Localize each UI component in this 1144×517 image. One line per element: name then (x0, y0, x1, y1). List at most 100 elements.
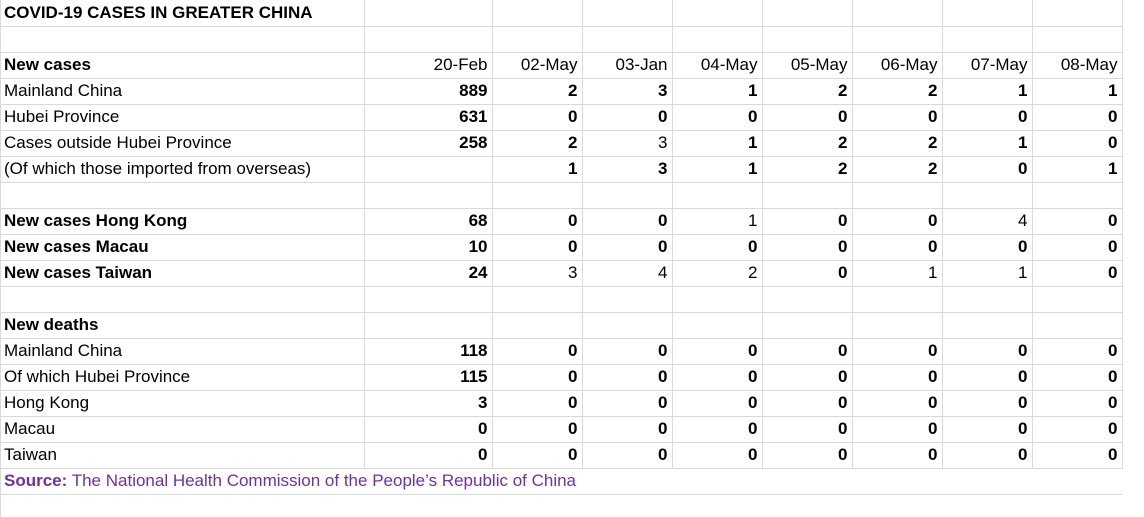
row-label[interactable]: Taiwan (0, 442, 365, 469)
empty-cell[interactable] (762, 182, 853, 209)
value-cell[interactable]: 0 (1032, 416, 1123, 443)
value-cell[interactable]: 3 (582, 156, 673, 183)
date-header[interactable]: 07-May (942, 52, 1033, 79)
value-cell[interactable]: 0 (762, 208, 853, 235)
value-cell[interactable]: 0 (582, 364, 673, 391)
value-cell[interactable]: 0 (942, 338, 1033, 365)
value-cell[interactable]: 2 (762, 78, 853, 105)
value-cell[interactable]: 1 (672, 130, 763, 157)
value-cell[interactable]: 0 (942, 234, 1033, 261)
empty-cell[interactable] (1032, 182, 1123, 209)
value-cell[interactable]: 258 (364, 130, 493, 157)
row-label[interactable]: Hong Kong (0, 390, 365, 417)
value-cell[interactable]: 0 (762, 416, 853, 443)
value-cell[interactable]: 0 (852, 104, 943, 131)
value-cell[interactable]: 0 (582, 208, 673, 235)
value-cell[interactable]: 0 (1032, 104, 1123, 131)
value-cell[interactable]: 0 (852, 442, 943, 469)
value-cell[interactable]: 0 (492, 416, 583, 443)
empty-cell[interactable] (762, 286, 853, 313)
value-cell[interactable]: 0 (852, 234, 943, 261)
value-cell[interactable]: 2 (492, 130, 583, 157)
empty-cell[interactable] (364, 312, 493, 339)
row-label[interactable]: Macau (0, 416, 365, 443)
value-cell[interactable]: 2 (852, 130, 943, 157)
date-header[interactable]: 03-Jan (582, 52, 673, 79)
empty-cell[interactable] (492, 182, 583, 209)
value-cell[interactable] (364, 156, 493, 183)
empty-cell[interactable] (582, 312, 673, 339)
value-cell[interactable]: 0 (1032, 234, 1123, 261)
value-cell[interactable]: 0 (672, 364, 763, 391)
row-label[interactable]: Of which Hubei Province (0, 364, 365, 391)
value-cell[interactable]: 0 (762, 338, 853, 365)
value-cell[interactable]: 0 (1032, 130, 1123, 157)
value-cell[interactable]: 0 (672, 416, 763, 443)
source-cell[interactable]: Source: The National Health Commission o… (0, 468, 1122, 495)
value-cell[interactable]: 1 (672, 208, 763, 235)
value-cell[interactable]: 0 (582, 442, 673, 469)
new-cases-heading[interactable]: New cases (0, 52, 365, 79)
row-label[interactable]: Cases outside Hubei Province (0, 130, 365, 157)
empty-cell[interactable] (492, 286, 583, 313)
value-cell[interactable]: 0 (672, 104, 763, 131)
row-label[interactable]: Hubei Province (0, 104, 365, 131)
value-cell[interactable]: 0 (762, 442, 853, 469)
value-cell[interactable]: 1 (492, 156, 583, 183)
value-cell[interactable]: 0 (1032, 364, 1123, 391)
value-cell[interactable]: 3 (492, 260, 583, 287)
value-cell[interactable]: 0 (852, 338, 943, 365)
value-cell[interactable]: 0 (364, 442, 493, 469)
value-cell[interactable]: 118 (364, 338, 493, 365)
sheet-title[interactable]: COVID-19 CASES IN GREATER CHINA (0, 0, 365, 27)
value-cell[interactable]: 0 (672, 442, 763, 469)
value-cell[interactable]: 2 (492, 78, 583, 105)
value-cell[interactable]: 0 (942, 104, 1033, 131)
value-cell[interactable]: 0 (582, 338, 673, 365)
value-cell[interactable]: 1 (672, 156, 763, 183)
value-cell[interactable]: 0 (492, 364, 583, 391)
value-cell[interactable]: 0 (942, 416, 1033, 443)
value-cell[interactable]: 3 (582, 78, 673, 105)
value-cell[interactable]: 0 (942, 156, 1033, 183)
empty-cell[interactable] (1032, 312, 1123, 339)
value-cell[interactable]: 0 (762, 104, 853, 131)
value-cell[interactable]: 0 (492, 104, 583, 131)
row-label[interactable]: Mainland China (0, 338, 365, 365)
date-header[interactable]: 06-May (852, 52, 943, 79)
value-cell[interactable]: 0 (492, 390, 583, 417)
row-label[interactable]: New cases Hong Kong (0, 208, 365, 235)
value-cell[interactable]: 68 (364, 208, 493, 235)
value-cell[interactable]: 0 (942, 442, 1033, 469)
value-cell[interactable]: 2 (852, 156, 943, 183)
value-cell[interactable]: 0 (492, 338, 583, 365)
value-cell[interactable]: 0 (1032, 260, 1123, 287)
row-label[interactable]: New cases Taiwan (0, 260, 365, 287)
date-header[interactable]: 08-May (1032, 52, 1123, 79)
value-cell[interactable]: 0 (1032, 208, 1123, 235)
row-label[interactable]: Mainland China (0, 78, 365, 105)
empty-cell[interactable] (364, 286, 493, 313)
value-cell[interactable]: 0 (492, 234, 583, 261)
value-cell[interactable]: 1 (942, 78, 1033, 105)
value-cell[interactable]: 0 (582, 390, 673, 417)
row-label[interactable]: New cases Macau (0, 234, 365, 261)
value-cell[interactable]: 1 (942, 260, 1033, 287)
date-header[interactable]: 20-Feb (364, 52, 493, 79)
value-cell[interactable]: 0 (1032, 338, 1123, 365)
empty-cell[interactable] (364, 182, 493, 209)
empty-cell[interactable] (492, 312, 583, 339)
value-cell[interactable]: 24 (364, 260, 493, 287)
empty-cell[interactable] (0, 286, 365, 313)
value-cell[interactable]: 115 (364, 364, 493, 391)
value-cell[interactable]: 0 (672, 338, 763, 365)
empty-cell[interactable] (942, 312, 1033, 339)
value-cell[interactable]: 0 (942, 364, 1033, 391)
value-cell[interactable]: 10 (364, 234, 493, 261)
value-cell[interactable]: 889 (364, 78, 493, 105)
empty-cell[interactable] (852, 286, 943, 313)
value-cell[interactable]: 2 (762, 156, 853, 183)
empty-cell[interactable] (852, 312, 943, 339)
empty-cell[interactable] (942, 286, 1033, 313)
value-cell[interactable]: 0 (852, 364, 943, 391)
